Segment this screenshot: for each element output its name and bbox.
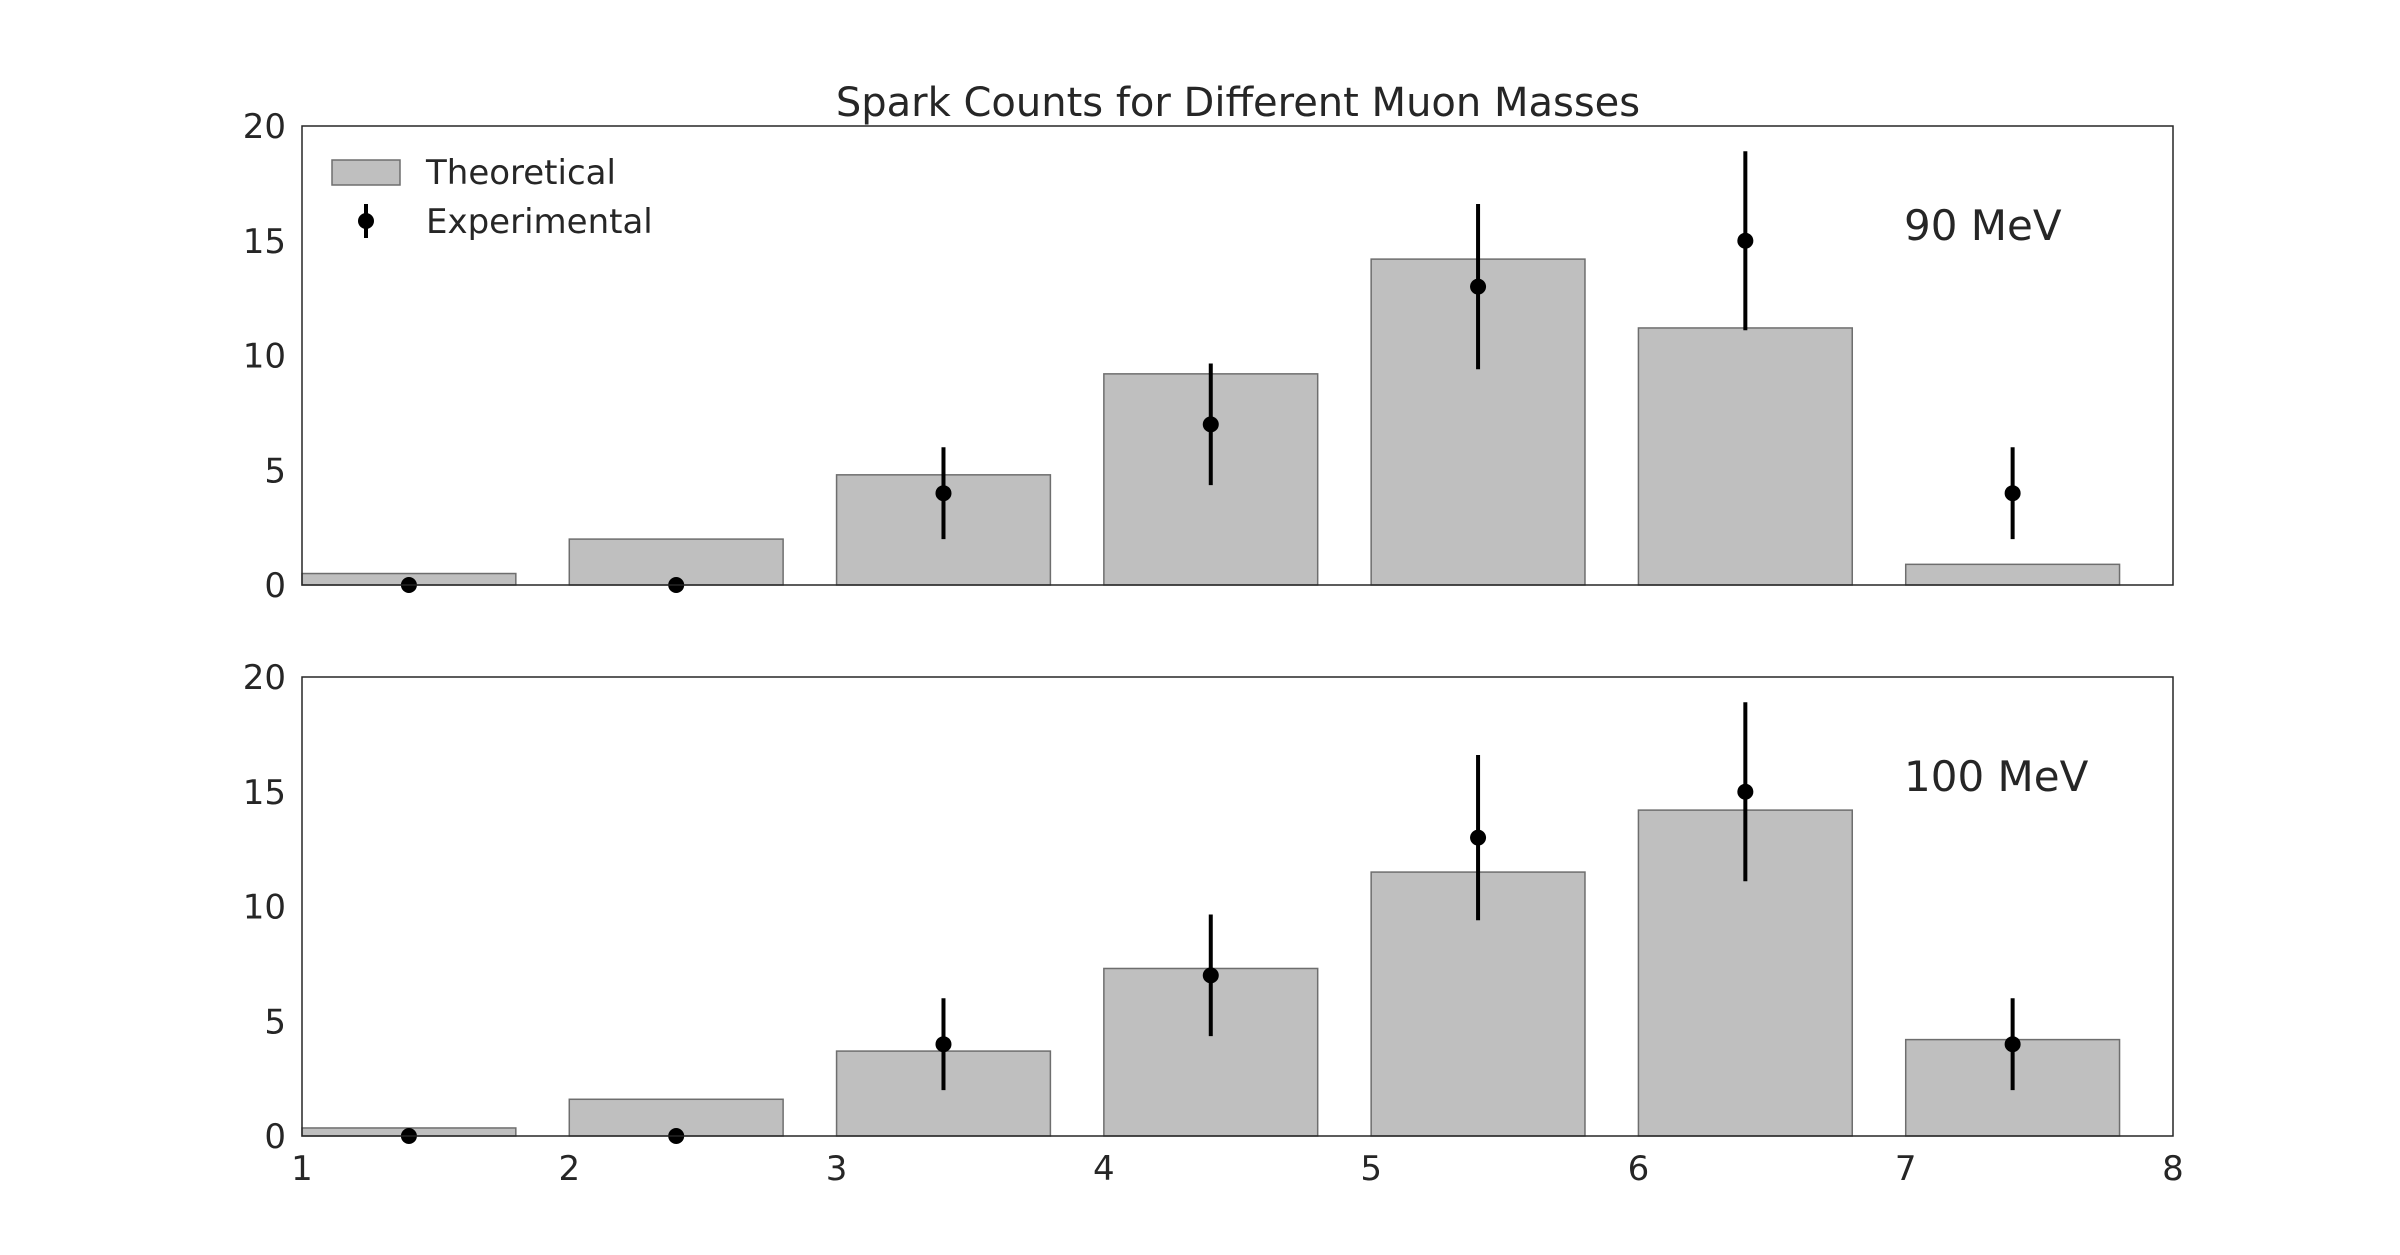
point-experimental-4	[1202, 416, 1219, 433]
mass-annotation: 90 MeV	[1904, 201, 2062, 250]
point-experimental-3	[935, 1036, 952, 1053]
figure-title: Spark Counts for Different Muon Masses	[836, 80, 1640, 126]
y-tick-label: 0	[264, 1117, 286, 1157]
x-tick-label: 1	[291, 1149, 313, 1189]
bar-theoretical-7	[1904, 563, 2121, 586]
top-panel: 0 5 10 15 20 90 MeV	[243, 107, 2174, 606]
bottom-panel: 0 5 10 15 20 1 2 3 4 5 6 7 8 100 MeV	[243, 658, 2184, 1189]
legend: Theoretical Experimental	[331, 153, 653, 242]
y-tick-label: 20	[243, 107, 286, 147]
y-tick-label: 15	[243, 773, 286, 813]
legend-theoretical-label: Theoretical	[425, 153, 616, 193]
y-tick-label: 5	[264, 451, 286, 491]
x-tick-label: 2	[558, 1149, 580, 1189]
point-experimental-5	[1470, 829, 1487, 846]
x-tick-label: 8	[2162, 1149, 2184, 1189]
point-experimental-3	[935, 485, 952, 502]
legend-experimental-label: Experimental	[426, 202, 653, 242]
point-experimental-5	[1470, 278, 1487, 295]
x-tick-label: 5	[1360, 1149, 1382, 1189]
axes-frame	[301, 676, 2174, 1137]
legend-theoretical-swatch	[331, 159, 401, 186]
y-tick-label: 15	[243, 222, 286, 262]
y-tick-label: 5	[264, 1002, 286, 1042]
x-tick-label: 3	[826, 1149, 848, 1189]
x-tick-label: 6	[1628, 1149, 1650, 1189]
point-experimental-6	[1737, 783, 1754, 800]
y-tick-label: 10	[243, 888, 286, 928]
point-experimental-4	[1202, 967, 1219, 984]
point-experimental-7	[2004, 1036, 2021, 1053]
legend-experimental-marker	[358, 213, 374, 229]
y-tick-label: 0	[264, 566, 286, 606]
axes-frame	[301, 125, 2174, 586]
y-tick-label: 20	[243, 658, 286, 698]
bar-theoretical-6	[1637, 327, 1854, 586]
point-experimental-6	[1737, 232, 1754, 249]
x-tick-label: 4	[1093, 1149, 1115, 1189]
y-tick-label: 10	[243, 337, 286, 377]
x-tick-label: 7	[1895, 1149, 1917, 1189]
mass-annotation: 100 MeV	[1904, 752, 2089, 801]
point-experimental-7	[2004, 485, 2021, 502]
